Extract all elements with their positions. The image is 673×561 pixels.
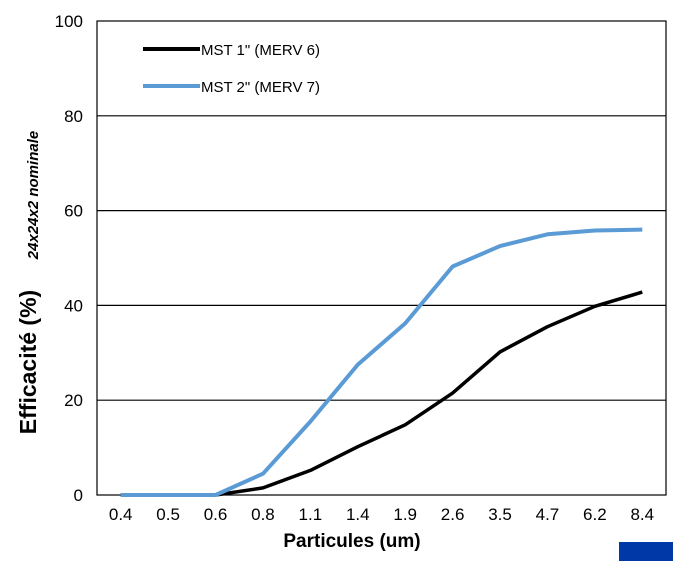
- x-tick-label: 1.1: [299, 505, 323, 524]
- plot-area: [96, 20, 667, 496]
- y-axis-title: Efficacité (%): [15, 290, 41, 434]
- series-line-2: [120, 227, 643, 497]
- y-tick-label: 0: [74, 486, 83, 505]
- series-lines: [120, 227, 643, 497]
- y-tick-label: 40: [64, 296, 83, 315]
- y-tick-labels: 0 20 40 60 80 100: [55, 12, 83, 505]
- x-tick-label: 0.8: [251, 505, 275, 524]
- x-tick-label: 4.7: [536, 505, 560, 524]
- y-tick-label: 20: [64, 391, 83, 410]
- x-tick-label: 3.5: [488, 505, 512, 524]
- y-tick-label: 60: [64, 202, 83, 221]
- y-tick-label: 80: [64, 107, 83, 126]
- legend-label-series-1: MST 1" (MERV 6): [201, 42, 320, 59]
- legend: MST 1" (MERV 6) MST 2" (MERV 7): [143, 42, 320, 96]
- x-axis-title: Particules (um): [283, 531, 420, 552]
- brand-badge: [619, 542, 673, 561]
- x-tick-label: 8.4: [630, 505, 654, 524]
- legend-label-series-2: MST 2" (MERV 7): [201, 79, 320, 96]
- x-tick-label: 1.9: [393, 505, 417, 524]
- gridlines: [97, 115, 666, 401]
- y-tick-label: 100: [55, 12, 83, 31]
- x-tick-labels: 0.4 0.5 0.6 0.8 1.1 1.4 1.9 2.6 3.5 4.7 6.2 8.4: [109, 505, 654, 524]
- series-line-1: [120, 290, 643, 497]
- x-tick-label: 0.4: [109, 505, 133, 524]
- x-tick-label: 0.6: [204, 505, 228, 524]
- x-tick-label: 0.5: [156, 505, 180, 524]
- y-axis-subtitle: 24x24x2 nominale: [25, 131, 42, 260]
- x-tick-label: 2.6: [441, 505, 465, 524]
- x-tick-label: 1.4: [346, 505, 370, 524]
- x-tick-label: 6.2: [583, 505, 607, 524]
